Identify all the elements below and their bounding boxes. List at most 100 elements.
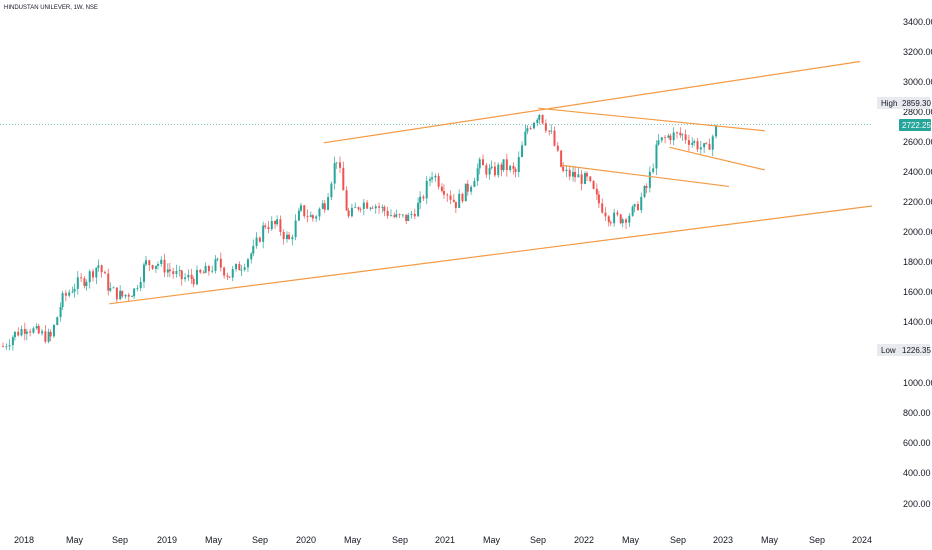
candle-body <box>207 266 210 272</box>
candle-body <box>431 177 434 180</box>
candle-body <box>357 207 360 209</box>
candle-body <box>235 263 238 270</box>
candle-body <box>461 193 464 202</box>
candle-body <box>679 132 682 136</box>
candle-body <box>616 212 619 215</box>
candle-body <box>553 130 556 146</box>
candle-body <box>544 123 547 131</box>
candle-body <box>97 265 100 268</box>
high-marker-value: 2859.30 <box>902 99 931 108</box>
trendlines-group[interactable] <box>109 60 873 305</box>
last-price-badge: 2722.25 <box>899 119 931 131</box>
candle-body <box>240 269 243 271</box>
candle-body <box>303 205 306 217</box>
candle-body <box>478 159 481 169</box>
candle-body <box>485 165 488 175</box>
candle-body <box>139 281 142 289</box>
candle-body <box>214 259 217 271</box>
price-axis[interactable]: 3400.00 3200.00 3000.00 2800.00 2600.00 … <box>903 17 932 509</box>
candle-body <box>168 269 171 272</box>
candle-body <box>500 164 503 171</box>
candle-body <box>473 180 476 187</box>
candle-body <box>47 331 50 342</box>
candles-group <box>2 114 718 351</box>
candle-body <box>541 114 544 124</box>
candle-body <box>73 288 76 292</box>
candle-body <box>466 183 469 192</box>
trendline[interactable] <box>562 164 730 188</box>
candle-body <box>321 203 324 209</box>
trendline[interactable] <box>323 60 861 144</box>
candle-body <box>148 260 151 266</box>
time-tick: Sep <box>112 535 128 545</box>
candle-body <box>192 279 195 285</box>
time-tick: 2022 <box>574 535 594 545</box>
candle-body <box>88 271 91 283</box>
price-tick: 3200.00 <box>903 47 932 57</box>
candle-body <box>655 144 658 169</box>
candle-body <box>61 293 64 308</box>
candle-body <box>476 168 479 181</box>
candle-body <box>345 190 348 211</box>
candle-body <box>703 143 706 148</box>
candle-body <box>279 219 282 232</box>
candle-body <box>454 201 457 208</box>
candle-body <box>306 216 309 217</box>
time-tick: Sep <box>530 535 546 545</box>
candle-body <box>488 168 491 175</box>
candle-body <box>389 215 392 217</box>
candle-body <box>17 331 20 336</box>
candle-body <box>417 202 420 217</box>
candle-body <box>44 331 47 342</box>
candle-body <box>482 159 485 166</box>
candle-body <box>124 294 127 297</box>
time-tick: 2019 <box>157 535 177 545</box>
candle-body <box>195 269 198 285</box>
price-tick: 200.00 <box>903 499 931 509</box>
candle-body <box>636 204 639 211</box>
candle-body <box>71 291 74 293</box>
price-tick: 600.00 <box>903 438 931 448</box>
candle-body <box>151 265 154 269</box>
trendline[interactable] <box>109 205 873 305</box>
candle-body <box>381 206 384 208</box>
candle-body <box>172 271 175 274</box>
candle-body <box>577 174 580 178</box>
candle-body <box>100 265 103 273</box>
candle-body <box>85 282 88 286</box>
candle-body <box>350 207 353 217</box>
candle-body <box>103 272 106 274</box>
time-axis[interactable]: 2018 May Sep 2019 May Sep 2020 May Sep 2… <box>14 535 872 545</box>
last-price-value: 2722.25 <box>902 121 931 130</box>
candle-body <box>264 225 267 228</box>
candle-body <box>288 234 291 240</box>
candle-body <box>145 260 148 265</box>
candle-body <box>619 214 622 224</box>
candle-body <box>294 220 297 238</box>
trendline[interactable] <box>669 146 765 171</box>
candle-body <box>589 176 592 182</box>
candle-body <box>80 277 83 279</box>
candle-body <box>669 135 672 141</box>
candle-body <box>464 183 467 202</box>
candle-body <box>184 277 187 280</box>
candle-body <box>133 288 136 297</box>
high-marker: High 2859.30 <box>877 97 931 109</box>
candle-body <box>11 337 14 346</box>
candle-body <box>425 180 428 199</box>
candle-body <box>684 134 687 141</box>
low-marker-bg <box>877 344 930 356</box>
candle-body <box>187 274 190 278</box>
candle-body <box>223 267 226 276</box>
candle-body <box>532 122 535 129</box>
candle-body <box>442 190 445 195</box>
price-tick: 3000.00 <box>903 77 932 87</box>
candle-body <box>276 219 279 225</box>
candle-body <box>517 157 520 173</box>
trendline[interactable] <box>538 107 765 132</box>
candle-body <box>255 237 258 246</box>
candle-body <box>330 183 333 198</box>
candle-body <box>109 288 112 291</box>
candle-body <box>687 140 690 145</box>
